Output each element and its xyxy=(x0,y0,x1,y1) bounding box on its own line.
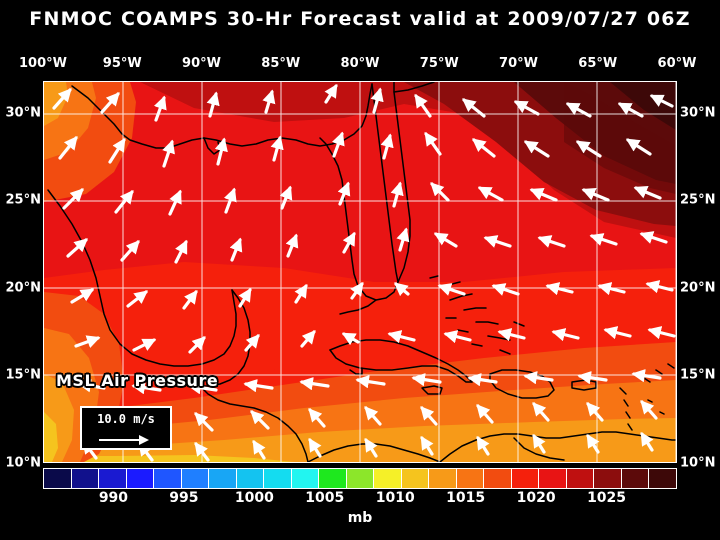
colorbar-swatch xyxy=(126,469,155,488)
colorbar-swatch xyxy=(401,469,430,488)
longitude-axis: 100°W 95°W 90°W 85°W 80°W 75°W 70°W 65°W 60°W xyxy=(0,56,720,76)
pressure-colorbar xyxy=(43,468,677,489)
colorbar-tick-1000: 1000 xyxy=(234,490,274,506)
colorbar-swatch xyxy=(181,469,210,488)
colorbar-tick-1010: 1010 xyxy=(375,490,415,506)
longitude-tick-60W: 60°W xyxy=(657,56,697,71)
colorbar-swatch xyxy=(484,469,512,488)
colorbar-swatch xyxy=(621,469,650,488)
longitude-tick-90W: 90°W xyxy=(182,56,221,71)
colorbar-swatch xyxy=(236,469,265,488)
latitude-tick-right-15N: 15°N xyxy=(680,367,716,383)
colorbar-tick-990: 990 xyxy=(98,490,129,506)
latitude-tick-left-20N: 20°N xyxy=(5,280,41,296)
colorbar-swatch xyxy=(594,469,622,488)
longitude-tick-85W: 85°W xyxy=(261,56,301,71)
colorbar-swatch xyxy=(511,469,540,488)
latitude-axis-left: 30°N 25°N 20°N 15°N 10°N xyxy=(0,0,44,540)
wind-scale-arrow-icon xyxy=(99,435,149,445)
colorbar-swatch xyxy=(649,469,676,488)
colorbar-swatch xyxy=(264,469,292,488)
page-title: FNMOC COAMPS 30-Hr Forecast valid at 200… xyxy=(29,8,691,30)
latitude-tick-right-25N: 25°N xyxy=(680,192,716,208)
colorbar-swatch xyxy=(319,469,347,488)
colorbar-swatch xyxy=(346,469,375,488)
colorbar-swatch xyxy=(209,469,237,488)
latitude-tick-left-15N: 15°N xyxy=(5,367,41,383)
latitude-tick-left-10N: 10°N xyxy=(5,455,41,471)
map-plot-area xyxy=(43,81,677,463)
colorbar-tick-labels: 990 995 1000 1005 1010 1015 1020 1025 xyxy=(0,490,720,510)
colorbar-swatch xyxy=(71,469,100,488)
latitude-tick-right-30N: 30°N xyxy=(680,105,716,121)
pressure-field-map xyxy=(44,82,676,462)
longitude-tick-65W: 65°W xyxy=(578,56,618,71)
colorbar-tick-995: 995 xyxy=(169,490,199,506)
colorbar-swatch xyxy=(154,469,182,488)
colorbar-swatch xyxy=(374,469,402,488)
longitude-tick-95W: 95°W xyxy=(102,56,142,71)
colorbar-tick-1005: 1005 xyxy=(305,490,345,506)
colorbar-swatch xyxy=(44,469,72,488)
colorbar-swatch xyxy=(456,469,485,488)
wind-scale-legend: 10.0 m/s xyxy=(80,406,172,450)
colorbar-swatch xyxy=(429,469,457,488)
latitude-axis-right: 30°N 25°N 20°N 15°N 10°N xyxy=(676,0,720,540)
colorbar-swatch xyxy=(539,469,567,488)
latitude-tick-right-20N: 20°N xyxy=(680,280,716,296)
longitude-tick-75W: 75°W xyxy=(419,56,459,71)
latitude-tick-right-10N: 10°N xyxy=(680,455,716,471)
colorbar-unit-label: mb xyxy=(347,510,373,526)
colorbar-swatch xyxy=(566,469,595,488)
field-label: MSL Air Pressure xyxy=(56,371,219,390)
colorbar-tick-1020: 1020 xyxy=(516,490,556,506)
colorbar-swatch xyxy=(99,469,127,488)
longitude-tick-100W: 100°W xyxy=(19,56,67,71)
longitude-tick-80W: 80°W xyxy=(340,56,380,71)
latitude-tick-left-25N: 25°N xyxy=(5,192,41,208)
wind-scale-label: 10.0 m/s xyxy=(97,412,155,426)
colorbar-swatch xyxy=(291,469,320,488)
latitude-tick-left-30N: 30°N xyxy=(5,105,41,121)
colorbar-tick-1025: 1025 xyxy=(587,490,627,506)
colorbar-tick-1015: 1015 xyxy=(446,490,486,506)
longitude-tick-70W: 70°W xyxy=(499,56,538,71)
